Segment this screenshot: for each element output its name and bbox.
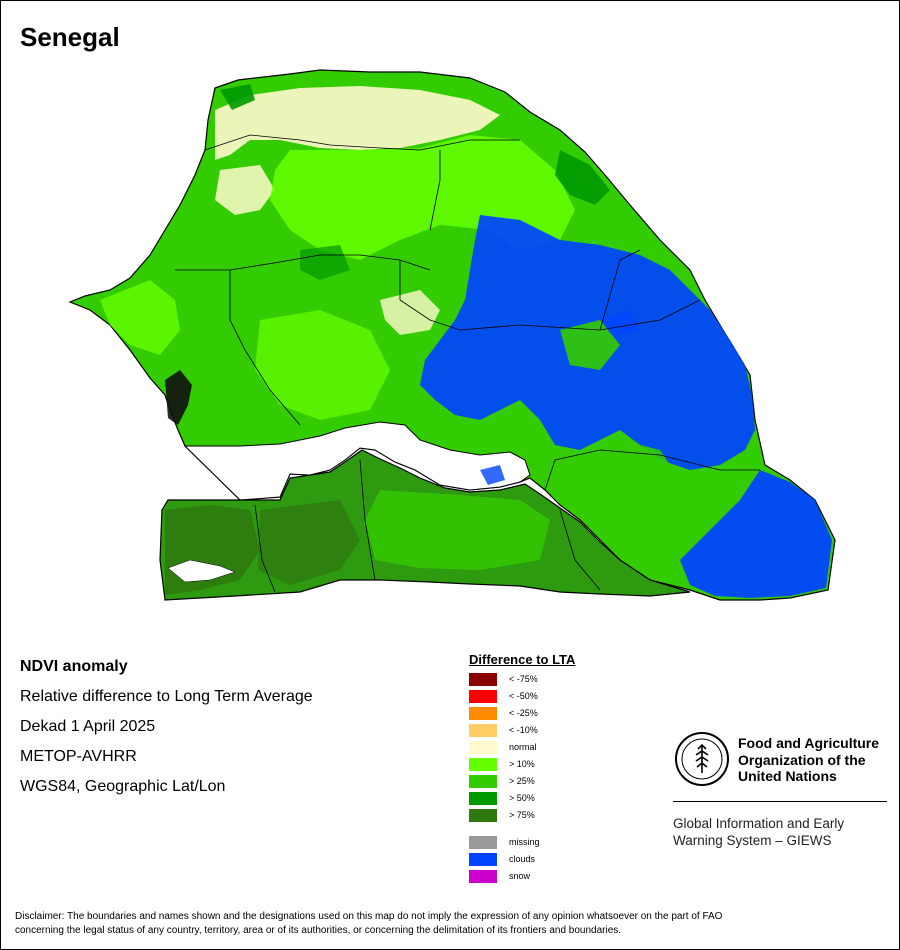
legend-swatch [469, 740, 497, 754]
fao-logo-icon [675, 732, 729, 786]
map-title: Senegal [20, 22, 120, 52]
legend-item-extra-0: missing [469, 835, 540, 849]
area-clouds-spots [480, 310, 640, 485]
legend-item-4: normal [469, 740, 537, 754]
legend-label: clouds [509, 854, 536, 864]
area-normal-west [215, 165, 275, 215]
area-dark-green-3 [300, 245, 350, 280]
legend-item-3: < -10% [469, 723, 538, 737]
info-line-3: METOP-AVHRR [20, 748, 137, 765]
legend-label: < -25% [509, 708, 538, 718]
area-green-in-clouds [560, 320, 620, 370]
legend-label: < -50% [509, 691, 538, 701]
legend-swatch [469, 869, 497, 883]
fao-name-line-1: Food and Agriculture [738, 735, 880, 751]
giews-name: Global Information and Early Warning Sys… [673, 815, 844, 849]
legend-label: > 75% [509, 810, 535, 820]
legend-swatch [469, 791, 497, 805]
legend-item-6: > 25% [469, 774, 535, 788]
legend-item-8: > 75% [469, 808, 535, 822]
area-light-green-mid [255, 310, 390, 420]
legend-swatch [469, 672, 497, 686]
map-info: NDVI anomaly Relative difference to Long… [20, 656, 313, 806]
legend-label: missing [509, 837, 540, 847]
gambia-gap [183, 421, 531, 501]
legend-label: snow [509, 871, 531, 881]
legend-label: > 10% [509, 759, 535, 769]
fao-name-line-3: United Nations [738, 768, 837, 784]
area-dark-green [555, 150, 610, 205]
saloum-delta [165, 370, 192, 425]
legend-item-5: > 10% [469, 757, 535, 771]
legend-swatch [469, 689, 497, 703]
legend-swatch [469, 706, 497, 720]
legend-label: < -10% [509, 725, 538, 735]
legend: Difference to LTA < -75% < -50% < -25% < -1… [469, 652, 669, 883]
legend-item-0: < -75% [469, 672, 538, 686]
area-normal-center [380, 290, 440, 335]
area-green-south [365, 490, 550, 570]
legend-label: > 25% [509, 776, 535, 786]
info-heading: NDVI anomaly [20, 658, 128, 675]
legend-label: normal [509, 742, 537, 752]
senegal-map [68, 69, 836, 601]
info-line-4: WGS84, Geographic Lat/Lon [20, 778, 226, 795]
area-clouds-southeast [680, 470, 832, 598]
legend-item-1: < -50% [469, 689, 538, 703]
area-normal-north [215, 86, 500, 160]
area-forest-south-2 [258, 500, 360, 585]
fao-divider [673, 801, 887, 802]
legend-swatch [469, 835, 497, 849]
giews-line-2: Warning System – GIEWS [673, 833, 832, 848]
giews-line-1: Global Information and Early [673, 816, 845, 831]
legend-item-2: < -25% [469, 706, 538, 720]
region-boundaries [175, 134, 760, 593]
fao-name-line-2: Organization of the [738, 751, 866, 768]
disclaimer-line-2: concerning the legal status of any count… [15, 925, 622, 936]
info-line-1: Relative difference to Long Term Average [20, 688, 313, 705]
legend-item-extra-1: clouds [469, 852, 535, 866]
legend-item-7: > 50% [469, 791, 535, 805]
disclaimer: Disclaimer: The boundaries and names sho… [15, 910, 885, 938]
legend-title: Difference to LTA [469, 652, 576, 667]
legend-item-extra-2: snow [469, 869, 530, 883]
legend-swatch [469, 757, 497, 771]
legend-swatch [469, 808, 497, 822]
legend-label: > 50% [509, 793, 535, 803]
disclaimer-line-1: Disclaimer: The boundaries and names sho… [15, 911, 723, 922]
legend-label: < -75% [509, 674, 538, 684]
casamance-river [167, 559, 236, 583]
legend-swatch [469, 723, 497, 737]
area-light-green-west [100, 280, 180, 355]
area-dark-green-2 [220, 84, 255, 110]
info-line-2: Dekad 1 April 2025 [20, 718, 156, 735]
legend-swatch [469, 774, 497, 788]
area-green-in-clouds-2 [610, 440, 680, 510]
legend-swatch [469, 852, 497, 866]
fao-name: Food and Agriculture Organization of the… [738, 735, 879, 785]
